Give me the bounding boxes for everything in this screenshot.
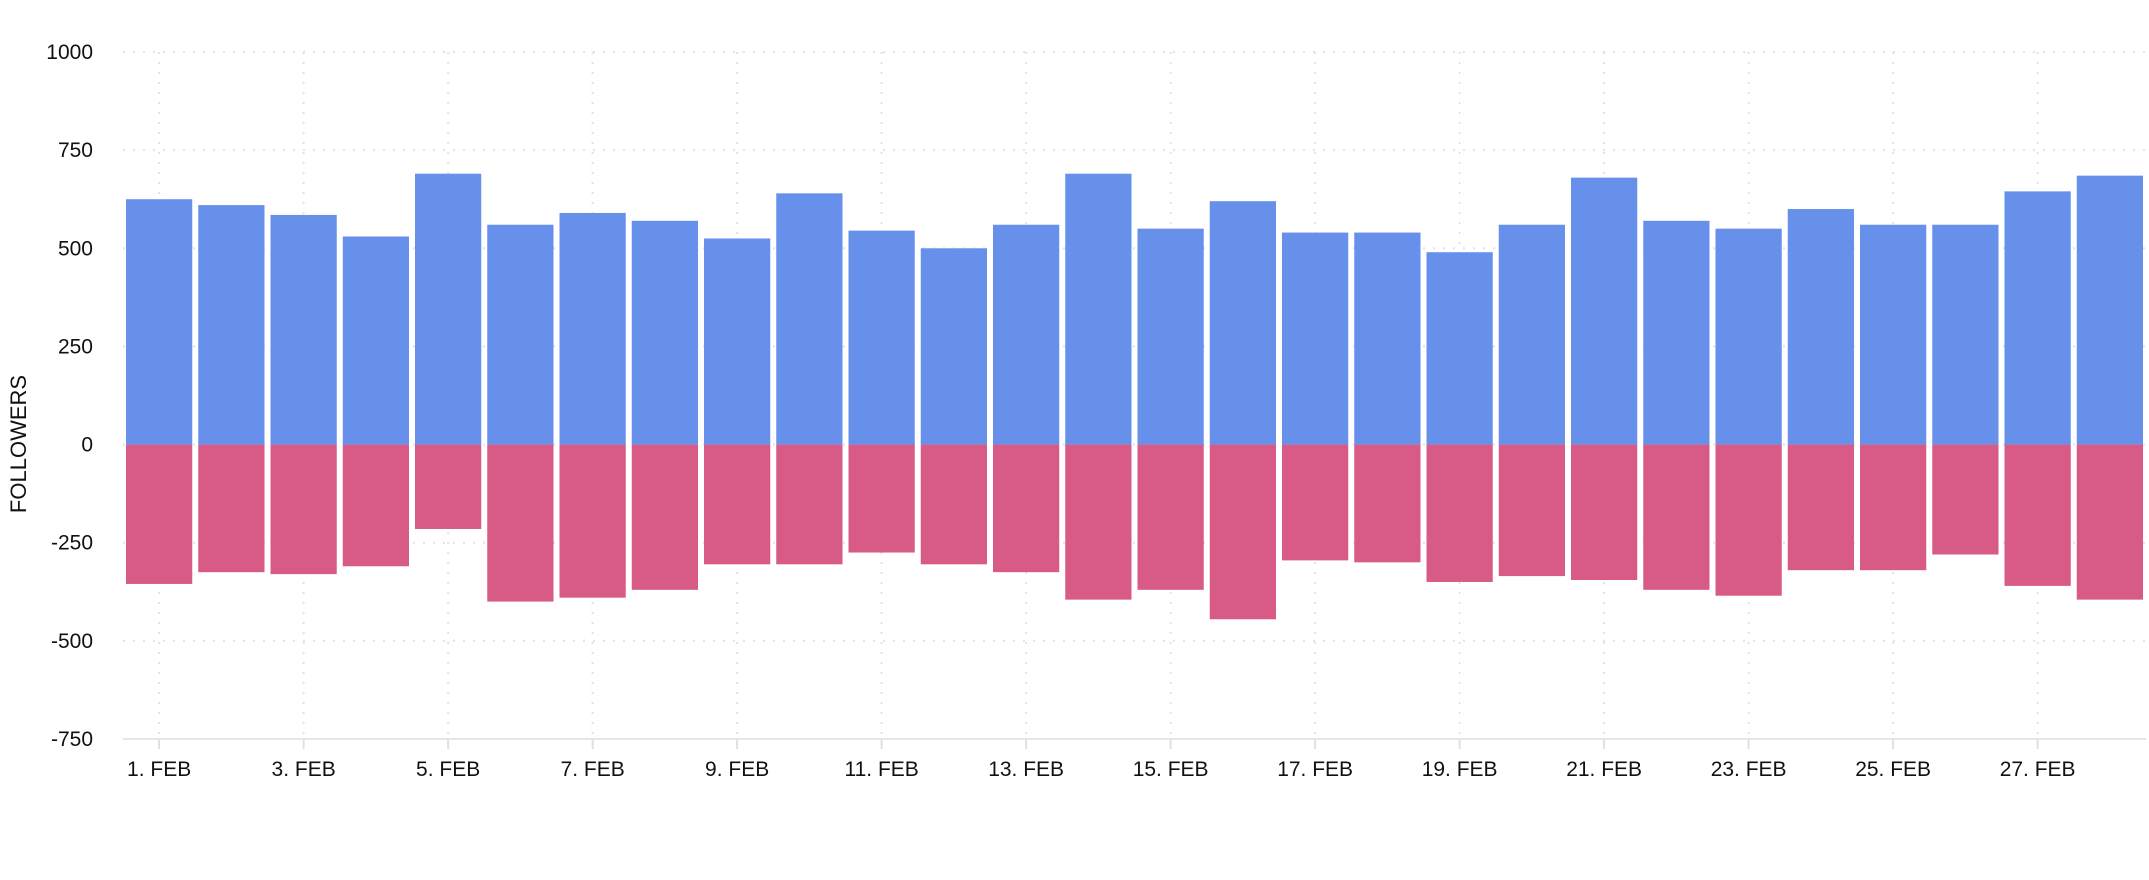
x-tick-label: 3. FEB xyxy=(272,758,336,781)
x-tick-label: 21. FEB xyxy=(1566,758,1642,781)
x-tick-label: 9. FEB xyxy=(705,758,769,781)
gained-bar xyxy=(2004,191,2071,445)
lost-bar xyxy=(1282,444,1349,561)
x-tick-label: 5. FEB xyxy=(416,758,480,781)
lost-bar xyxy=(342,444,409,567)
lost-bar xyxy=(1932,444,1999,555)
x-tick-label: 27. FEB xyxy=(2000,758,2076,781)
x-tick-label: 25. FEB xyxy=(1855,758,1931,781)
lost-bar xyxy=(1426,444,1493,582)
y-tick-label: 1000 xyxy=(46,41,93,64)
gained-bar xyxy=(1065,173,1132,445)
gained-bar xyxy=(1643,220,1710,445)
y-tick-label: 500 xyxy=(58,237,93,260)
gained-bar xyxy=(1498,224,1565,445)
gained-bar xyxy=(1282,232,1349,445)
lost-bar xyxy=(631,444,698,590)
x-tick-label: 17. FEB xyxy=(1277,758,1353,781)
x-tick-label: 11. FEB xyxy=(844,758,918,781)
y-tick-label: 0 xyxy=(81,434,93,457)
gained-bar xyxy=(848,230,915,445)
lost-bar xyxy=(126,444,193,584)
gained-bar xyxy=(198,205,265,445)
gained-bar xyxy=(559,212,626,445)
y-tick-label: 250 xyxy=(58,335,93,358)
x-tick-label: 13. FEB xyxy=(988,758,1064,781)
gained-bar xyxy=(920,248,987,445)
lost-bar xyxy=(270,444,337,575)
lost-bar xyxy=(487,444,554,602)
gained-bar xyxy=(1354,232,1421,445)
lost-bar xyxy=(1137,444,1204,590)
gained-bar xyxy=(776,193,843,445)
lost-bar xyxy=(1787,444,1854,571)
gained-bar xyxy=(2076,175,2143,445)
y-tick-label: -500 xyxy=(51,630,93,653)
x-tick-label: 23. FEB xyxy=(1711,758,1787,781)
lost-bar xyxy=(1065,444,1132,600)
gained-bar xyxy=(1571,177,1638,445)
grid xyxy=(123,51,2146,749)
x-axis-ticks: 1. FEB 3. FEB 5. FEB 7. FEB 9. FEB 11. FEB 13.… xyxy=(127,758,2076,781)
gained-bar xyxy=(1860,224,1927,445)
gained-bar xyxy=(704,238,771,445)
y-axis-label: FOLLOWERS xyxy=(6,375,31,513)
x-tick-label: 1. FEB xyxy=(127,758,191,781)
y-tick-label: 750 xyxy=(58,139,93,162)
lost-bar xyxy=(993,444,1060,573)
y-tick-label: -750 xyxy=(51,728,93,751)
lost-bar xyxy=(415,444,482,529)
lost-bar xyxy=(1643,444,1710,590)
gained-bar xyxy=(1209,201,1276,445)
lost-bar xyxy=(559,444,626,598)
gained-bar xyxy=(993,224,1060,445)
gained-bar xyxy=(631,220,698,445)
gained-bar xyxy=(270,214,337,445)
y-tick-label: -250 xyxy=(51,532,93,555)
lost-bar xyxy=(1571,444,1638,581)
x-tick-label: 19. FEB xyxy=(1422,758,1498,781)
lost-bar xyxy=(1354,444,1421,563)
lost-bar xyxy=(1715,444,1782,596)
lost-bar xyxy=(1209,444,1276,620)
gained-bar xyxy=(126,199,193,445)
lost-bar xyxy=(2004,444,2071,586)
lost-bar xyxy=(1498,444,1565,577)
x-tick-label: 15. FEB xyxy=(1133,758,1209,781)
gained-bar xyxy=(342,236,409,445)
gained-bar xyxy=(1426,252,1493,445)
bars xyxy=(126,173,2143,620)
gained-bar xyxy=(1715,228,1782,445)
gained-bar xyxy=(1137,228,1204,445)
gained-bar xyxy=(1787,209,1854,445)
gained-bar xyxy=(487,224,554,445)
x-tick-label: 7. FEB xyxy=(561,758,625,781)
lost-bar xyxy=(198,444,265,573)
gained-bar xyxy=(1932,224,1999,445)
lost-bar xyxy=(2076,444,2143,600)
lost-bar xyxy=(1860,444,1927,571)
y-axis-ticks: 1000 750 500 250 0 -250 -500 -750 xyxy=(46,41,93,751)
gained-bar xyxy=(415,173,482,445)
lost-bar xyxy=(920,444,987,565)
lost-bar xyxy=(776,444,843,565)
lost-bar xyxy=(848,444,915,553)
lost-bar xyxy=(704,444,771,565)
